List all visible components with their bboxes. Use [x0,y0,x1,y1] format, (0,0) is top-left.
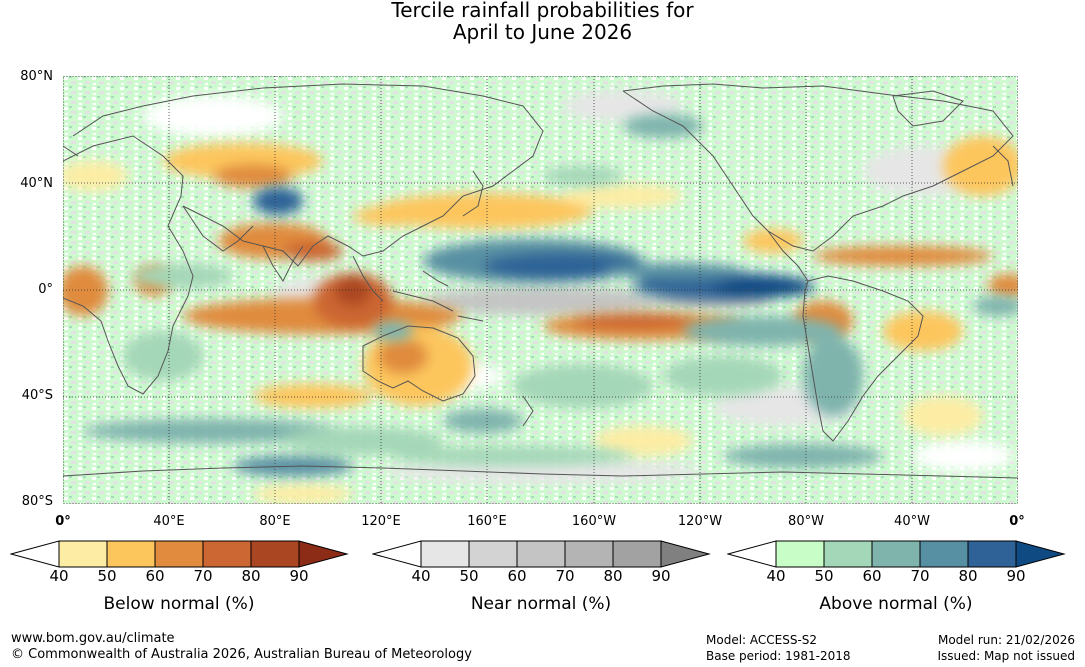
lat-label-80s: 80°S [21,494,53,509]
lon-label-0-east: 0° [1009,514,1025,529]
lat-label-equator: 0° [38,282,53,297]
model-run-date: Model run: 21/02/2026 [937,633,1075,647]
below-normal-patches [63,136,1018,504]
legend-below-tick-70: 70 [193,567,213,585]
lon-label-80e: 80°E [259,514,291,529]
above-normal-patches [83,114,1018,476]
lat-label-80n: 80°N [20,69,53,84]
model-name: Model: ACCESS-S2 [706,633,818,647]
lon-label-80w: 80°W [788,514,824,529]
legend-near-tick-70: 70 [555,567,575,585]
lon-label-120e: 120°E [361,514,401,529]
colorbar-above-segment-1 [775,540,825,568]
colorbar-above-segment-0 [727,540,777,568]
issued-status: Issued: Map not issued [937,649,1075,663]
lon-label-160e: 160°E [467,514,507,529]
legend-above-tick-50: 50 [814,567,834,585]
colorbar-below-segment-5 [250,540,300,568]
legend-near-tick-90: 90 [651,567,671,585]
colorbar-near-segment-6 [660,540,711,568]
colorbar-above-segment-5 [967,540,1017,568]
legend-below-tick-60: 60 [145,567,165,585]
colorbar-below-segment-6 [298,540,349,568]
legend-below-tick-50: 50 [97,567,117,585]
legend-below-tick-80: 80 [241,567,261,585]
colorbar-below-segment-1 [58,540,108,568]
colorbar-above-segment-6 [1015,540,1066,568]
map-canvas [63,76,1018,504]
copyright-text: © Commonwealth of Australia 2026, Austra… [11,647,472,662]
legend-near-tick-80: 80 [603,567,623,585]
graticule [63,76,1018,504]
colorbar-above-normal [727,540,1066,568]
legend-above-tick-90: 90 [1006,567,1026,585]
legend-near-tick-50: 50 [459,567,479,585]
lat-label-40n: 40°N [20,176,53,191]
lon-label-40e: 40°E [153,514,185,529]
lon-label-40w: 40°W [894,514,930,529]
legend-above-tick-70: 70 [910,567,930,585]
base-period: Base period: 1981-2018 [706,649,851,663]
colorbar-near-segment-3 [516,540,566,568]
lon-label-160w: 160°W [571,514,617,529]
colorbar-below-normal [10,540,349,568]
lon-label-120w: 120°W [677,514,723,529]
colorbar-above-segment-3 [871,540,921,568]
legend-above-tick-60: 60 [862,567,882,585]
coastlines [63,83,1018,479]
colorbar-below-segment-4 [202,540,252,568]
colorbar-below-segment-3 [154,540,204,568]
legend-below-tick-90: 90 [289,567,309,585]
website-link[interactable]: www.bom.gov.au/climate [11,631,175,646]
map-title-line1: Tercile rainfall probabilities for [391,0,694,22]
colorbar-near-normal [372,540,711,568]
colorbar-above-segment-2 [823,540,873,568]
colorbar-below-segment-2 [106,540,156,568]
colorbar-near-segment-1 [420,540,470,568]
map-title-line2: April to June 2026 [452,20,633,44]
colorbar-near-segment-2 [468,540,518,568]
legend-below-title: Below normal (%) [103,594,255,614]
colorbar-near-segment-4 [564,540,614,568]
legend-below-tick-40: 40 [49,567,69,585]
legend-above-tick-40: 40 [766,567,786,585]
colorbar-near-segment-5 [612,540,662,568]
legend-near-title: Near normal (%) [470,594,612,614]
colorbar-near-segment-0 [372,540,422,568]
colorbar-below-segment-0 [10,540,60,568]
legend-above-title: Above normal (%) [819,594,973,614]
colorbar-above-segment-4 [919,540,969,568]
lat-label-40s: 40°S [21,388,53,403]
lon-label-0-west: 0° [55,514,71,529]
legend-above-tick-80: 80 [958,567,978,585]
rainfall-probability-map [63,76,1018,504]
legend-near-tick-40: 40 [411,567,431,585]
legend-near-tick-60: 60 [507,567,527,585]
